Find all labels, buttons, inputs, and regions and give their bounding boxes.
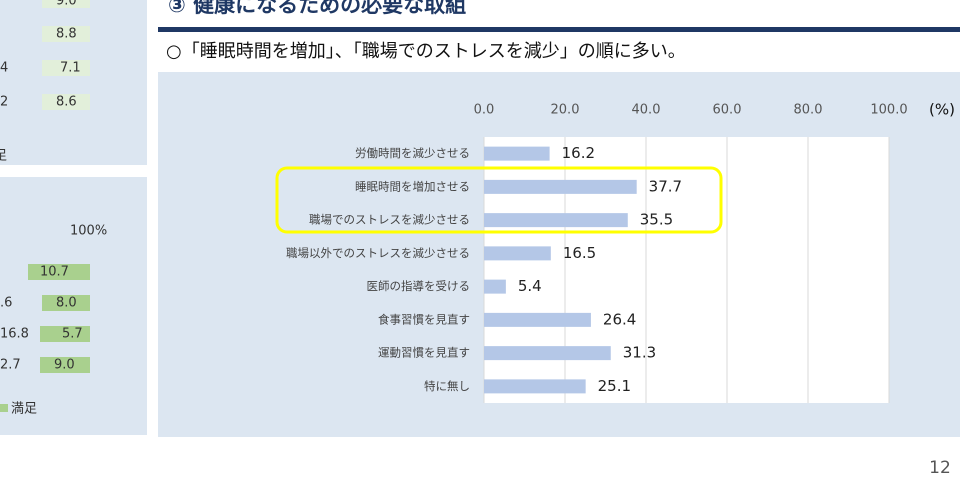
heading-rule <box>158 27 960 32</box>
left-fragments: 9.0 8.8 4 7.1 2 8.6 足 100% 10.7 .6 8.0 1… <box>0 0 107 417</box>
heading: ③ 健康になるための必要な取組 <box>168 0 466 17</box>
data-label: 16.2 <box>562 144 595 162</box>
x-tick-label: 100.0 <box>870 103 907 118</box>
legend-swatch <box>0 404 8 412</box>
y-tick-label: 職場以外でのストレスを減少させる <box>286 246 470 260</box>
y-tick-label: 職場でのストレスを減少させる <box>309 213 470 227</box>
bar <box>28 264 90 280</box>
bar <box>484 179 637 194</box>
page-number: 12 <box>929 458 951 478</box>
highlight <box>275 166 723 234</box>
data-label: 31.3 <box>623 344 656 362</box>
fragment: 5.7 <box>62 327 83 342</box>
bar <box>484 312 591 327</box>
bar <box>40 326 90 342</box>
y-tick-label: 運動習慣を見直す <box>378 346 470 360</box>
fragment: 16.8 <box>0 327 29 342</box>
bar <box>42 0 90 8</box>
data-label: 37.7 <box>649 177 682 195</box>
subheading: ○「睡眠時間を増加」、「職場でのストレスを減少」の順に多い。 <box>166 41 686 62</box>
fragment: 満足 <box>11 402 37 417</box>
bar <box>484 246 551 261</box>
x-tick-label: 40.0 <box>632 103 661 118</box>
fragment: 8.6 <box>56 95 77 110</box>
x-tick-label: 0.0 <box>474 103 495 118</box>
fragment: 9.0 <box>54 358 75 373</box>
fragment: 2 <box>0 95 8 110</box>
fragment: 4 <box>0 61 8 76</box>
fragment: 2.7 <box>0 358 21 373</box>
bar <box>484 379 586 394</box>
fragment: 足 <box>0 149 7 164</box>
bar <box>42 295 90 311</box>
bar <box>42 60 90 76</box>
fragment: 8.0 <box>56 296 77 311</box>
bar <box>40 357 90 373</box>
plot-area <box>484 137 889 403</box>
bar <box>42 94 90 110</box>
x-tick-label: 80.0 <box>794 103 823 118</box>
y-tick-label: 睡眠時間を増加させる <box>355 179 470 193</box>
axis-unit: (%) <box>929 101 955 119</box>
data-label: 26.4 <box>603 310 636 328</box>
left-panel <box>0 0 147 165</box>
y-tick-label: 特に無し <box>424 379 470 393</box>
fragment: 7.1 <box>60 61 81 76</box>
data-label: 35.5 <box>640 211 673 229</box>
fragment: 9.0 <box>56 0 77 9</box>
y-tick-label: 医師の指導を受ける <box>367 279 471 293</box>
data-label: 25.1 <box>598 377 631 395</box>
data-label: 5.4 <box>518 277 542 295</box>
bar <box>484 346 611 361</box>
fragment: .6 <box>0 296 12 311</box>
x-tick-label: 20.0 <box>551 103 580 118</box>
x-tick-label: 60.0 <box>713 103 742 118</box>
data-label: 16.5 <box>563 244 596 262</box>
bar <box>484 279 506 294</box>
fragment: 10.7 <box>40 265 69 280</box>
fragment: 8.8 <box>56 27 77 42</box>
bar <box>484 146 550 161</box>
bar <box>42 26 90 42</box>
fragment: 100% <box>70 224 107 239</box>
y-tick-label: 食事習慣を見直す <box>378 312 470 326</box>
bar <box>484 213 628 228</box>
y-tick-label: 労働時間を減少させる <box>355 146 470 160</box>
